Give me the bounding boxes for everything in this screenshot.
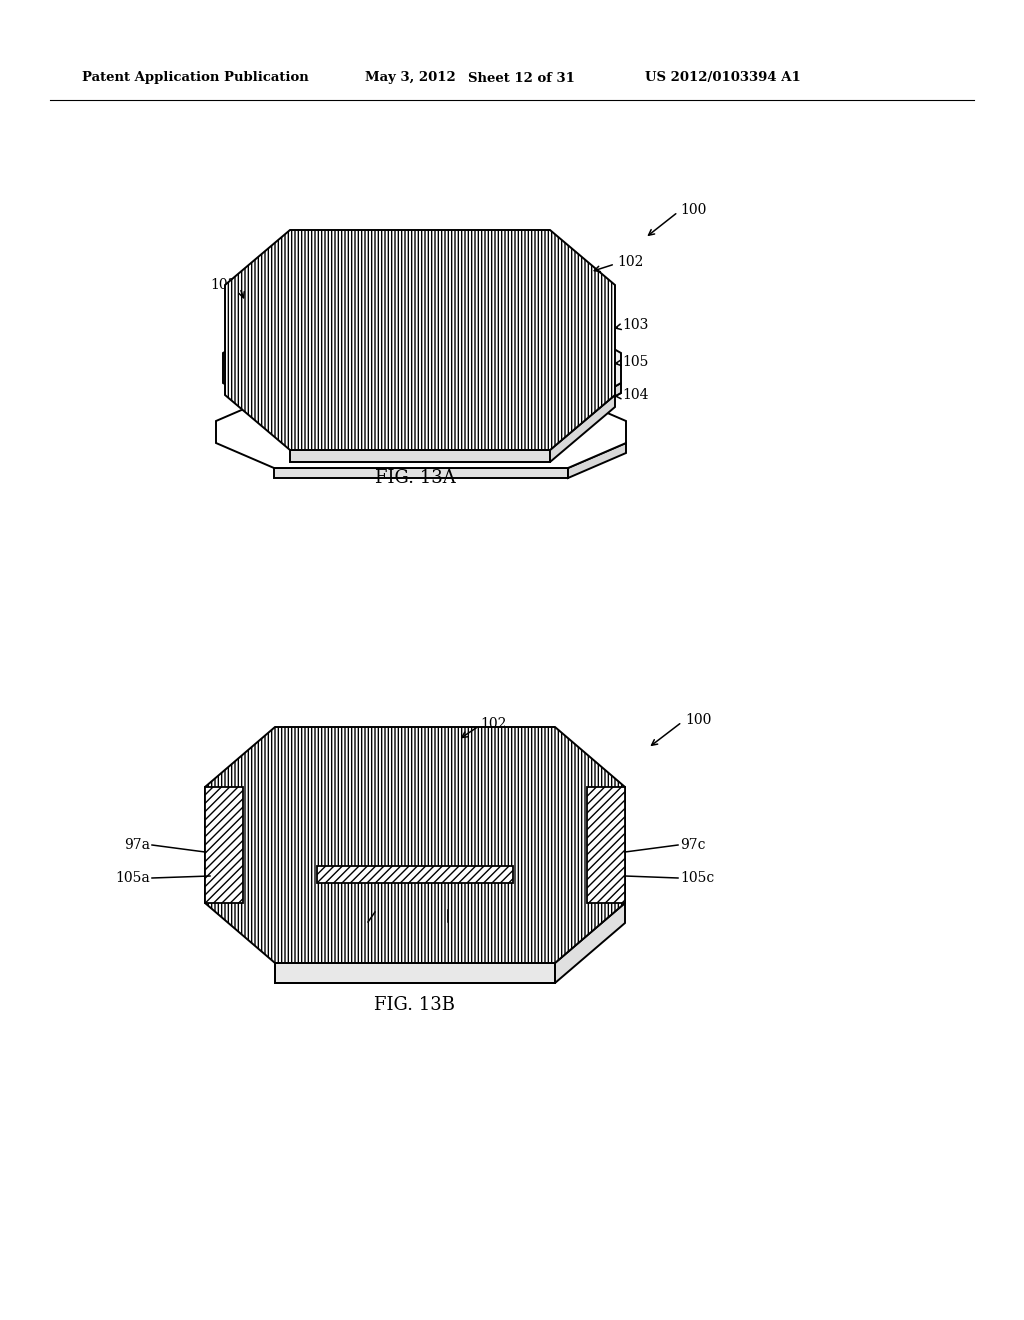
Text: US 2012/0103394 A1: US 2012/0103394 A1 [645,71,801,84]
Text: Patent Application Publication: Patent Application Publication [82,71,309,84]
Polygon shape [216,396,626,469]
Polygon shape [587,787,625,903]
Text: FIG. 13B: FIG. 13B [375,997,456,1014]
Text: 100: 100 [680,203,707,216]
Text: FIG. 13A: FIG. 13A [375,469,456,487]
Polygon shape [550,395,615,462]
Polygon shape [555,903,625,983]
Polygon shape [225,230,615,450]
Text: 97a: 97a [124,838,150,851]
Polygon shape [561,383,621,426]
Text: 103: 103 [622,318,648,333]
Polygon shape [205,787,243,903]
Text: 102: 102 [617,255,643,269]
Polygon shape [205,727,625,964]
Polygon shape [283,417,561,426]
Polygon shape [275,964,555,983]
Text: 102: 102 [480,717,507,731]
Text: May 3, 2012: May 3, 2012 [365,71,456,84]
Text: 100: 100 [685,713,712,727]
Polygon shape [290,450,550,462]
Text: 105a: 105a [116,871,150,884]
Polygon shape [568,444,626,478]
Polygon shape [317,866,513,883]
Text: 105c: 105c [680,871,715,884]
Text: 97c: 97c [680,838,706,851]
Polygon shape [223,319,621,417]
Text: 105b: 105b [350,923,386,937]
Text: 103: 103 [210,279,237,292]
Text: 103: 103 [401,246,428,259]
Text: 104: 104 [622,388,648,403]
Text: Sheet 12 of 31: Sheet 12 of 31 [468,71,574,84]
Text: 97b: 97b [432,923,459,937]
Text: 105: 105 [622,355,648,370]
Polygon shape [274,469,568,478]
